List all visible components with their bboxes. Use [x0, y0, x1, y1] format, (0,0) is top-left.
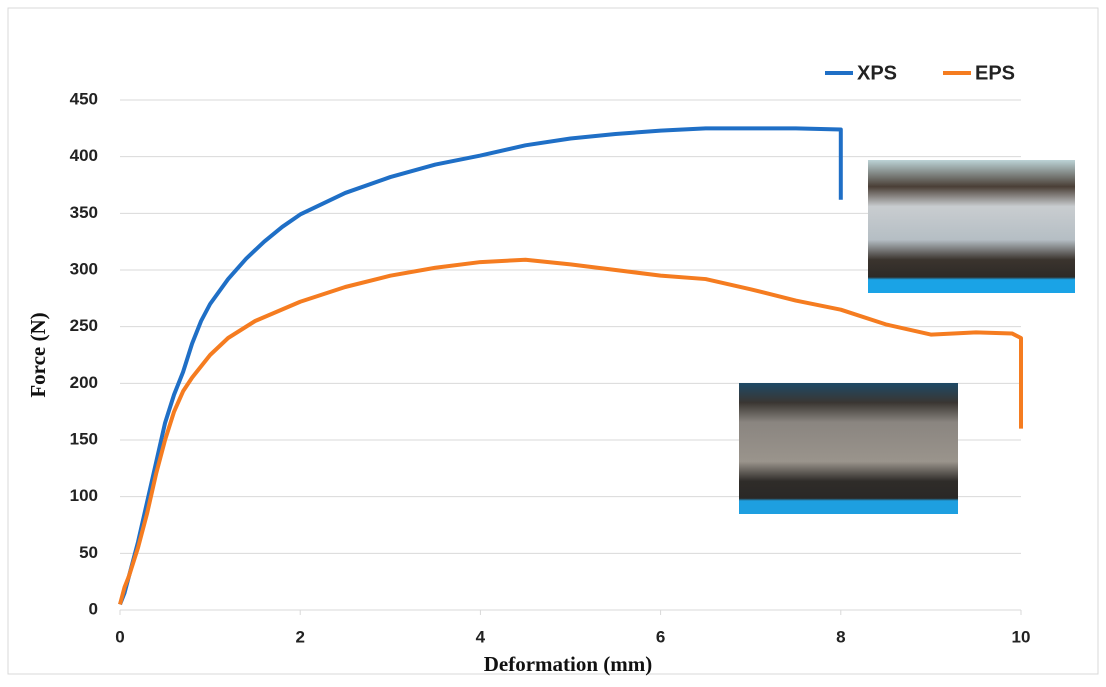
y-tick-label: 400 — [70, 146, 98, 165]
y-tick-label: 100 — [70, 486, 98, 505]
y-tick-label: 200 — [70, 373, 98, 392]
x-axis-title: Deformation (mm) — [484, 652, 653, 676]
y-tick-label: 300 — [70, 259, 98, 278]
y-tick-label: 350 — [70, 203, 98, 222]
x-tick-label: 8 — [836, 627, 845, 646]
y-axis-title: Force (N) — [26, 312, 50, 397]
y-tick-label: 450 — [70, 89, 98, 108]
x-tick-label: 4 — [476, 627, 486, 646]
y-tick-label: 0 — [89, 599, 98, 618]
series-line — [118, 257, 1023, 605]
y-tick-label: 150 — [70, 429, 98, 448]
chart-frame — [7, 7, 1099, 675]
y-tick-label: 50 — [79, 543, 98, 562]
specimen-photo-eps — [739, 383, 958, 514]
series-line — [118, 126, 843, 606]
legend-label: XPS — [857, 62, 897, 84]
x-tick-label: 10 — [1012, 627, 1031, 646]
specimen-photo-xps — [868, 160, 1075, 293]
x-tick-label: 2 — [295, 627, 304, 646]
legend-label: EPS — [975, 62, 1015, 84]
y-tick-label: 250 — [70, 316, 98, 335]
x-tick-label: 6 — [656, 627, 665, 646]
x-tick-label: 0 — [115, 627, 124, 646]
